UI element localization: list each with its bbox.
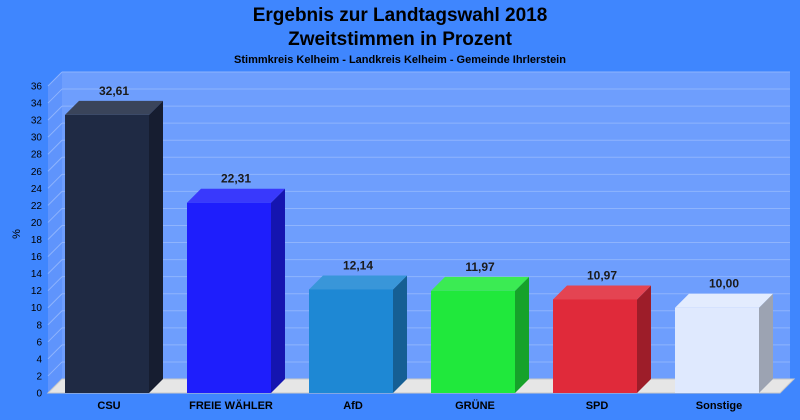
y-tick-label: 32 — [31, 116, 43, 127]
gridline-side — [47, 293, 63, 309]
gridline-side — [47, 139, 63, 155]
gridline-side — [47, 259, 63, 274]
x-tick-label: SPD — [586, 400, 609, 412]
y-tick-label: 8 — [36, 320, 42, 331]
bar-value-label: 10,97 — [587, 268, 617, 282]
y-tick-label: 34 — [31, 99, 43, 110]
bar — [187, 202, 271, 393]
gridline-side — [47, 88, 63, 104]
bar-value-label: 32,61 — [99, 84, 129, 98]
y-tick-label: 14 — [31, 269, 43, 280]
gridline-side — [47, 225, 63, 240]
gridline-side — [47, 361, 63, 377]
y-tick-label: 22 — [31, 201, 43, 212]
y-tick-label: 28 — [31, 150, 43, 161]
gridline-side — [47, 191, 63, 206]
gridline-side — [47, 276, 63, 292]
gridline-side — [47, 105, 63, 121]
bar-value-label: 11,97 — [465, 260, 495, 274]
y-tick-label: 20 — [31, 218, 43, 229]
bar-side — [149, 100, 163, 393]
y-tick-label: 10 — [31, 303, 43, 314]
gridline-side — [47, 156, 63, 172]
bar — [309, 289, 393, 393]
y-tick-label: 26 — [31, 167, 43, 178]
bar-top — [65, 100, 163, 115]
bar — [675, 307, 759, 393]
gridline-side — [47, 327, 63, 343]
gridline-side — [47, 310, 63, 326]
bar-side — [393, 275, 407, 393]
chart-subtitle: Zweitstimmen in Prozent — [288, 29, 512, 50]
gridline-side — [47, 173, 63, 189]
bar — [65, 114, 149, 393]
gridline-side — [47, 122, 63, 138]
x-tick-label: CSU — [97, 400, 120, 412]
x-tick-label: GRÜNE — [455, 399, 495, 412]
chart-title: Ergebnis zur Landtagswahl 2018 — [252, 5, 548, 26]
y-tick-label: 16 — [31, 252, 43, 263]
x-tick-label: FREIE WÄHLER — [189, 399, 273, 412]
gridline-side — [47, 71, 63, 87]
y-tick-label: 6 — [36, 337, 42, 348]
y-tick-label: 30 — [31, 133, 43, 144]
gridline-side — [47, 242, 63, 257]
bar — [553, 299, 637, 393]
bar-value-label: 22,31 — [221, 172, 251, 186]
y-tick-label: 4 — [36, 354, 42, 365]
bar-top — [431, 276, 529, 291]
bar — [431, 290, 515, 393]
bar-side — [759, 293, 773, 393]
y-tick-label: 2 — [36, 371, 42, 382]
bar-top — [309, 275, 407, 290]
bar-top — [675, 293, 773, 308]
bar-top — [187, 188, 285, 203]
x-tick-label: AfD — [343, 400, 363, 412]
bar-side — [637, 285, 651, 393]
bar-value-label: 10,00 — [709, 277, 739, 291]
y-axis-label: % — [11, 229, 23, 239]
x-tick-label: Sonstige — [696, 400, 742, 412]
y-tick-label: 0 — [36, 389, 42, 400]
bar-side — [515, 276, 529, 393]
y-tick-label: 24 — [31, 184, 43, 195]
y-tick-label: 36 — [31, 82, 43, 93]
bar-top — [553, 285, 651, 300]
y-tick-label: 12 — [31, 286, 43, 297]
y-tick-label: 18 — [31, 235, 43, 246]
chart-location-subtitle: Stimmkreis Kelheim - Landkreis Kelheim -… — [234, 54, 566, 66]
gridline-side — [47, 208, 63, 223]
bar-value-label: 12,14 — [343, 258, 373, 272]
gridline-side — [47, 344, 63, 360]
bar-side — [271, 188, 285, 393]
